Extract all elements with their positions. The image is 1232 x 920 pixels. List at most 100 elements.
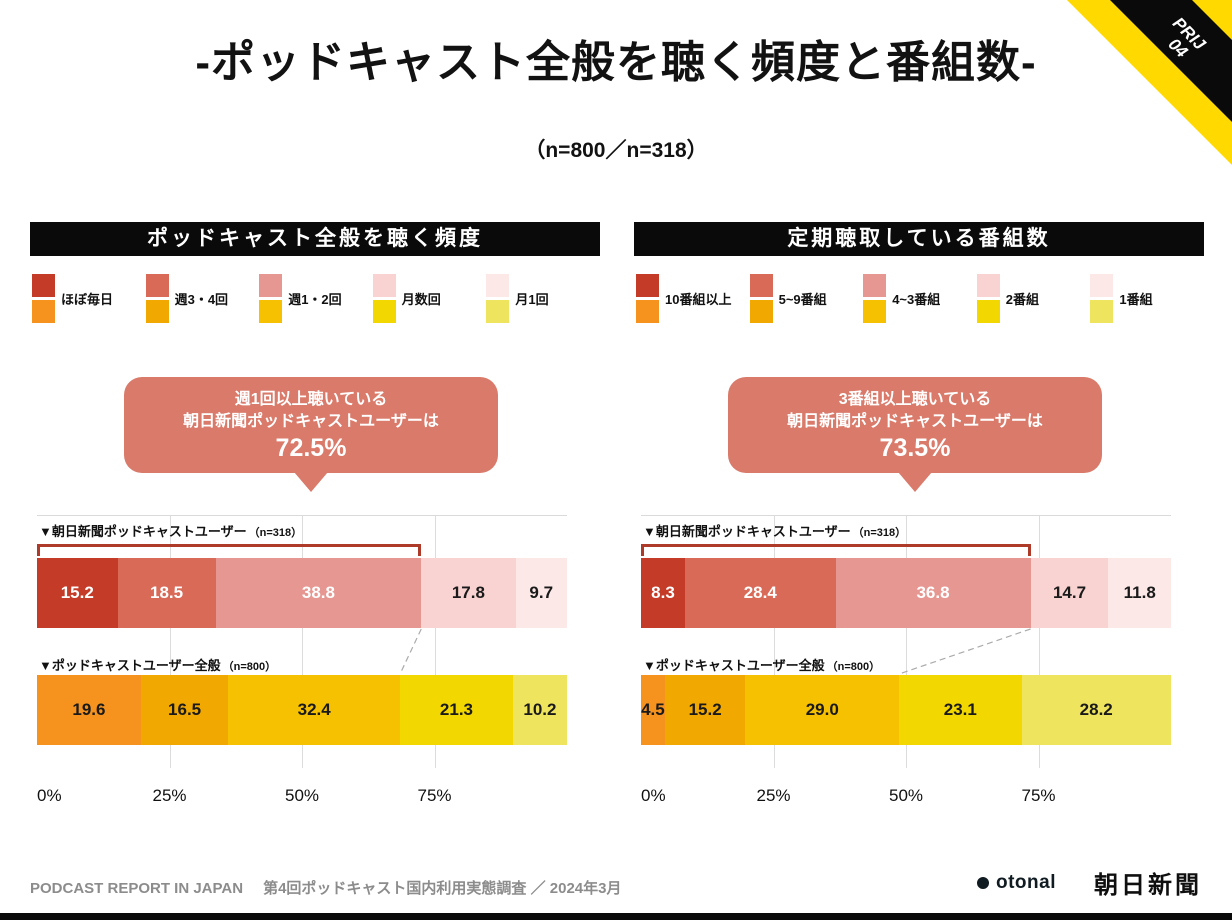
- callout-line: 朝日新聞ポッドキャストユーザーは: [183, 412, 439, 430]
- segment-value: 28.4: [743, 583, 777, 602]
- panel-listening-frequency: ポッドキャスト全般を聴く頻度 ほぼ毎日 週3・4回 週1・2回 月数回 月1回 週1回以…: [30, 222, 602, 834]
- bracket-indicator: [641, 544, 1031, 556]
- callout-line: 朝日新聞ポッドキャストユーザーは: [787, 412, 1043, 430]
- x-axis: 0% 25% 50% 75%: [37, 786, 567, 810]
- legend-swatch-yellow: [863, 300, 887, 323]
- gridline: [773, 516, 775, 768]
- bar-segment: 18.5: [117, 558, 216, 628]
- legend-item: 5~9番組: [749, 274, 864, 323]
- corner-ribbon: PRIJ 04: [1067, 0, 1232, 165]
- stacked-bar-chart: ▼朝日新聞ポッドキャストユーザー （n=318） 15.2 18.5 38.8 17.8…: [37, 515, 567, 815]
- survey-name: 第4回ポッドキャスト国内利用実態調査 ／ 2024年3月: [263, 880, 622, 897]
- segment-value: 23.1: [943, 700, 977, 719]
- legend-swatch-red: [976, 274, 1000, 297]
- legend-label: 週1・2回: [288, 292, 342, 307]
- legend-item: 10番組以上: [636, 274, 750, 323]
- gridline: [169, 516, 171, 768]
- series-label-asahi: ▼朝日新聞ポッドキャストユーザー （n=318）: [39, 524, 303, 539]
- legend-swatch-red: [636, 274, 659, 297]
- bar-segment: 15.2: [37, 558, 118, 628]
- segment-value: 8.3: [651, 583, 675, 602]
- bar-segment: 29.0: [745, 675, 900, 745]
- x-axis-tick: 75%: [1021, 786, 1056, 805]
- x-axis-tick: 25%: [756, 786, 791, 805]
- bar-segment: 28.4: [684, 558, 836, 628]
- bar-segment: 11.8: [1108, 558, 1171, 628]
- bar-segment: 8.3: [641, 558, 685, 628]
- x-axis-tick: 0%: [641, 786, 666, 805]
- ribbon-black-band: [1110, 0, 1232, 122]
- gridline: [1038, 516, 1040, 768]
- otonal-logo-text: otonal: [996, 871, 1056, 893]
- series-label-general: ▼ポッドキャストユーザー全般 （n=800）: [39, 658, 277, 673]
- bar-segment: 19.6: [37, 675, 141, 745]
- legend-swatch-red: [259, 274, 283, 297]
- legend-swatch-yellow: [749, 300, 773, 323]
- legend-swatches: [749, 274, 773, 323]
- callout-bubble: 3番組以上聴いている 朝日新聞ポッドキャストユーザーは 73.5%: [728, 377, 1102, 493]
- legend-label: 2番組: [1005, 292, 1040, 307]
- legend-swatch-red: [486, 274, 510, 297]
- segment-value: 17.8: [451, 583, 485, 602]
- legend-swatch-red: [372, 274, 396, 297]
- bar-segment: 4.5: [641, 675, 665, 745]
- bar-segment: 16.5: [140, 675, 229, 745]
- stacked-bar-asahi-users: 15.2 18.5 38.8 17.8 9.7: [37, 558, 567, 628]
- legend-swatches: [259, 274, 283, 323]
- legend-swatches: [486, 274, 510, 323]
- segment-value: 36.8: [916, 583, 950, 602]
- footer-logos: otonal 朝日新聞: [977, 865, 1202, 900]
- callout-pointer-icon: [294, 472, 328, 493]
- segment-value: 28.2: [1079, 700, 1113, 719]
- legend-item: 月数回: [372, 274, 487, 323]
- segment-value: 19.6: [72, 700, 106, 719]
- legend-swatch-yellow: [1090, 300, 1114, 323]
- segment-value: 4.5: [641, 700, 665, 719]
- segment-value: 38.8: [301, 583, 335, 602]
- x-axis-tick: 75%: [417, 786, 452, 805]
- callout-value: 73.5%: [879, 434, 951, 463]
- gridline: [434, 516, 436, 768]
- page-title: -ポッドキャスト全般を聴く頻度と番組数-: [195, 38, 1037, 87]
- legend-item: 月1回: [486, 274, 600, 323]
- callout-bubble: 週1回以上聴いている 朝日新聞ポッドキャストユーザーは 72.5%: [124, 377, 498, 493]
- legend-swatch-red: [749, 274, 773, 297]
- bar-segment: 23.1: [899, 675, 1022, 745]
- legend-label: 4~3番組: [892, 292, 941, 307]
- bar-segment: 32.4: [228, 675, 401, 745]
- legend-swatches: [976, 274, 1000, 323]
- legend-label: 月1回: [515, 292, 549, 307]
- legend-swatches: [372, 274, 396, 323]
- segment-value: 15.2: [688, 700, 722, 719]
- segment-value: 14.7: [1052, 583, 1087, 602]
- legend-label: 1番組: [1119, 292, 1153, 307]
- stacked-bar-asahi-users: 8.3 28.4 36.8 14.7 11.8: [641, 558, 1171, 628]
- legend-item: 週3・4回: [145, 274, 260, 323]
- legend-swatch-red: [32, 274, 55, 297]
- legend-item: 1番組: [1090, 274, 1204, 323]
- legend-label: 10番組以上: [665, 292, 732, 307]
- bar-segment: 9.7: [515, 558, 567, 628]
- legend-swatch-red: [145, 274, 169, 297]
- x-axis-tick: 25%: [152, 786, 187, 805]
- legend-swatches: [863, 274, 887, 323]
- legend-swatch-red: [1090, 274, 1114, 297]
- callout-line: 週1回以上聴いている: [234, 391, 388, 408]
- asahi-shimbun-logo: 朝日新聞: [1094, 873, 1202, 899]
- bar-segment: 15.2: [664, 675, 746, 745]
- legend-swatches: [145, 274, 169, 323]
- panel-programs-count: 定期聴取している番組数 10番組以上 5~9番組 4~3番組 2番組 1番組 3番組以上…: [634, 222, 1206, 834]
- sample-size-note: （n=800／n=318）: [524, 139, 708, 162]
- segment-value: 10.2: [523, 700, 557, 719]
- legend-swatch-yellow: [372, 300, 396, 323]
- legend-swatch-yellow: [32, 300, 55, 323]
- legend-swatches: [636, 274, 659, 323]
- stacked-bar-general-users: 4.5 15.2 29.0 23.1 28.2: [641, 675, 1171, 745]
- segment-value: 15.2: [60, 583, 94, 602]
- legend-swatches: [32, 274, 55, 323]
- legend-item: ほぼ毎日: [32, 274, 146, 323]
- segment-value: 21.3: [439, 700, 474, 719]
- legend-swatch-yellow: [259, 300, 283, 323]
- bar-segment: 28.2: [1021, 675, 1171, 745]
- legend-item: 4~3番組: [863, 274, 977, 323]
